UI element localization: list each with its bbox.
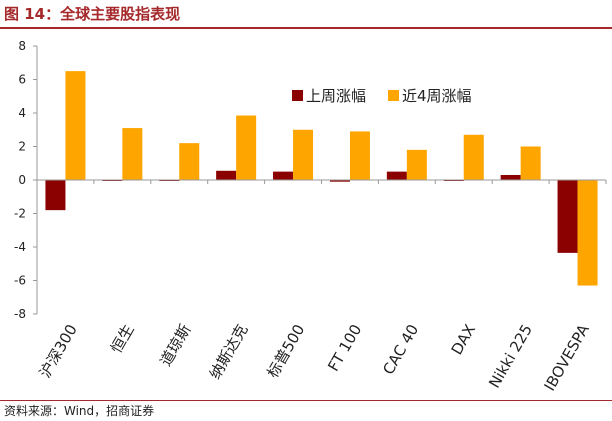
bar-weekly-change <box>216 170 237 180</box>
x-category-label: 纳斯达克 <box>206 321 252 382</box>
bar-weekly-change <box>557 180 578 253</box>
y-tick-label: 6 <box>18 73 26 87</box>
x-category-label: 沪深300 <box>36 321 81 381</box>
bar-4week-change <box>236 115 257 180</box>
bar-weekly-change <box>329 180 350 182</box>
y-tick-label: -6 <box>14 274 26 288</box>
bar-4week-change <box>349 131 370 180</box>
bar-4week-change <box>65 71 86 180</box>
y-tick-label: -2 <box>14 207 26 221</box>
y-tick-label: -8 <box>14 307 26 321</box>
bar-weekly-change <box>273 171 294 180</box>
x-category-label: CAC 40 <box>379 321 422 377</box>
source-note: 资料来源：Wind，招商证券 <box>4 404 155 418</box>
y-tick-label: 8 <box>18 39 26 53</box>
bar-4week-change <box>520 146 541 180</box>
x-category-label: IBOVESPA <box>541 321 594 394</box>
y-tick-label: 0 <box>18 173 26 187</box>
figure-title: 图 14：全球主要股指表现 <box>4 5 181 23</box>
x-category-label: FT 100 <box>324 321 365 374</box>
x-category-label: DAX <box>448 321 480 358</box>
bar-weekly-change <box>500 174 521 180</box>
legend-label: 上周涨幅 <box>306 87 366 105</box>
x-category-label: 恒生 <box>107 321 138 356</box>
bar-weekly-change <box>386 171 407 180</box>
footer-rule <box>0 400 612 401</box>
title-rule <box>0 27 612 29</box>
x-category-label: 标普500 <box>264 321 309 381</box>
bar-4week-change <box>179 143 200 180</box>
x-axis-labels: 沪深300 恒生 道琼斯 纳斯达克 标普500 FT 100 CAC 40 DAX Nikki … <box>36 321 593 394</box>
axes <box>36 46 607 314</box>
y-axis-ticks: 8 6 4 2 0 -2 -4 -6 -8 <box>14 39 37 321</box>
bar-4week-change <box>406 149 427 180</box>
bar-4week-change <box>577 180 598 286</box>
y-tick-label: -4 <box>14 240 26 254</box>
bar-4week-change <box>463 134 484 180</box>
bar-4week-change <box>293 129 314 180</box>
bar-chart: 8 6 4 2 0 -2 -4 -6 -8 沪深300 恒生 道琼斯 纳斯达克 标普500 FT 100 C… <box>14 39 607 394</box>
x-category-label: Nikki 225 <box>485 321 536 391</box>
x-category-label: 道琼斯 <box>157 321 195 369</box>
bar-4week-change <box>122 128 143 180</box>
bar-weekly-change <box>45 180 66 211</box>
legend-swatch <box>388 90 399 101</box>
legend: 上周涨幅 近4周涨幅 <box>292 87 472 105</box>
y-tick-label: 4 <box>18 106 26 120</box>
legend-swatch <box>292 90 303 101</box>
legend-label: 近4周涨幅 <box>402 87 472 105</box>
y-tick-label: 2 <box>18 140 26 154</box>
